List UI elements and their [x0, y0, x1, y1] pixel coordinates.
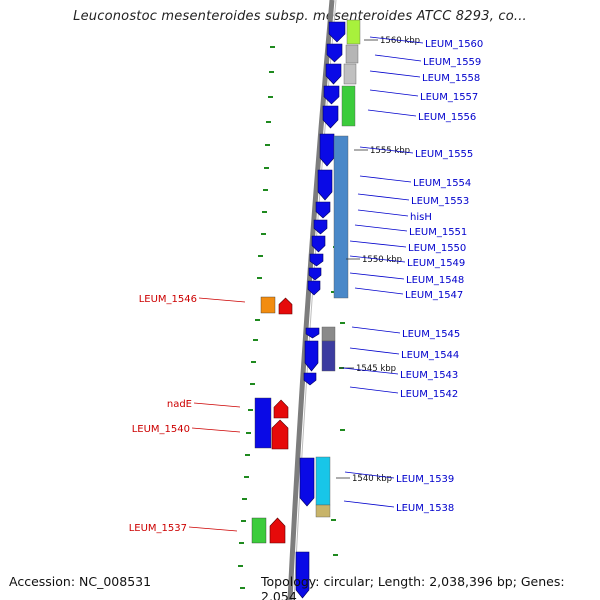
gene-leader-line	[191, 427, 241, 433]
reverse-gene-arrow	[269, 517, 286, 544]
forward-gene-label: LEUM_1558	[422, 73, 480, 84]
gene-leader-line	[193, 402, 241, 408]
gene-leader-line	[349, 240, 407, 248]
gene-leader-line	[198, 297, 246, 303]
gene-leader-line	[357, 193, 410, 201]
gene-leader-line	[357, 209, 409, 217]
forward-gene-label: LEUM_1542	[400, 389, 458, 400]
reverse-gene-arrow	[273, 399, 289, 419]
forward-gene-arrow	[313, 219, 328, 235]
forward-gene-arrow	[295, 551, 310, 599]
map-title: Leuconostoc mesenteroides subsp. mesente…	[73, 9, 527, 24]
gene-leader-line	[369, 89, 419, 97]
chromosome-backbone	[287, 0, 335, 600]
forward-gene-label: LEUM_1539	[396, 474, 454, 485]
gene-leader-line	[343, 500, 395, 508]
forward-gene-arrow	[326, 43, 343, 63]
forward-gene-label: LEUM_1551	[409, 227, 467, 238]
kbp-marker-label: 1560 kbp	[380, 36, 420, 46]
forward-gene-label: LEUM_1544	[401, 350, 459, 361]
forward-gene-label: LEUM_1548	[406, 275, 464, 286]
forward-gene-label: LEUM_1555	[415, 149, 473, 160]
gene-leader-line	[344, 471, 395, 479]
gene-leader-line	[369, 70, 421, 78]
gene-category-bar	[315, 456, 331, 506]
gene-leader-line	[349, 272, 405, 280]
gene-category-bar	[346, 19, 361, 45]
genome-summary: Topology: circular; Length: 2,038,396 bp…	[261, 574, 565, 600]
forward-gene-label: LEUM_1538	[396, 503, 454, 514]
gene-category-bar	[341, 85, 356, 127]
kbp-marker-label: 1550 kbp	[362, 255, 402, 265]
kbp-marker-label: 1545 kbp	[356, 364, 396, 374]
gene-category-bar	[254, 397, 272, 449]
forward-gene-arrow	[315, 201, 331, 219]
gene-leader-line	[374, 54, 422, 62]
gene-leader-line	[354, 287, 404, 295]
gene-category-bar	[345, 44, 359, 64]
forward-gene-arrow	[322, 105, 339, 129]
gene-leader-line	[351, 326, 401, 334]
gene-leader-line	[367, 109, 417, 117]
chromosome-backbone-edge	[293, 0, 337, 600]
kbp-marker-label: 1555 kbp	[370, 146, 410, 156]
gene-leader-line	[188, 526, 238, 532]
gene-leader-line	[349, 347, 400, 355]
forward-gene-label: LEUM_1549	[407, 258, 465, 269]
forward-gene-label: LEUM_1554	[413, 178, 471, 189]
forward-gene-label: LEUM_1553	[411, 196, 469, 207]
gene-leader-line	[359, 146, 414, 154]
gene-leader-line	[342, 367, 399, 375]
gene-category-bar	[321, 326, 336, 342]
forward-gene-arrow	[307, 280, 321, 296]
reverse-gene-label: LEUM_1546	[139, 294, 197, 305]
forward-gene-arrow	[311, 235, 326, 253]
gene-leader-line	[349, 386, 399, 394]
reverse-gene-label: LEUM_1537	[129, 523, 187, 534]
forward-gene-label: LEUM_1556	[418, 112, 476, 123]
gene-category-bar	[260, 296, 276, 314]
forward-gene-arrow	[305, 327, 320, 339]
forward-gene-arrow	[325, 63, 342, 85]
forward-gene-label: LEUM_1560	[425, 39, 483, 50]
gene-leader-line	[369, 36, 424, 44]
forward-gene-arrow	[309, 253, 324, 267]
forward-gene-arrow	[299, 457, 315, 507]
forward-gene-label: LEUM_1543	[400, 370, 458, 381]
gene-category-bar	[321, 340, 336, 372]
gene-category-bar	[343, 63, 357, 85]
forward-gene-label: hisH	[410, 212, 432, 223]
forward-gene-arrow	[303, 372, 317, 386]
reverse-gene-arrow	[278, 297, 293, 315]
forward-gene-arrow	[317, 169, 333, 201]
forward-gene-arrow	[323, 85, 340, 105]
gene-leader-line	[354, 224, 408, 232]
reverse-gene-arrow	[271, 419, 289, 450]
forward-gene-arrow	[304, 340, 319, 372]
forward-gene-arrow	[308, 267, 322, 281]
gene-category-bar	[333, 135, 349, 299]
kbp-marker-label: 1540 kbp	[352, 474, 392, 484]
gene-category-bar	[251, 517, 267, 544]
forward-gene-label: LEUM_1550	[408, 243, 466, 254]
accession-label: Accession: NC_008531	[9, 574, 152, 589]
gene-leader-line	[349, 255, 406, 263]
forward-gene-arrow	[319, 133, 335, 167]
forward-gene-label: LEUM_1559	[423, 57, 481, 68]
forward-gene-label: LEUM_1547	[405, 290, 463, 301]
gene-category-bar	[315, 504, 331, 518]
gene-leader-line	[359, 175, 412, 183]
forward-gene-arrow	[328, 21, 346, 43]
reverse-gene-label: nadE	[167, 399, 192, 410]
forward-gene-label: LEUM_1545	[402, 329, 460, 340]
reverse-gene-label: LEUM_1540	[132, 424, 190, 435]
forward-gene-label: LEUM_1557	[420, 92, 478, 103]
